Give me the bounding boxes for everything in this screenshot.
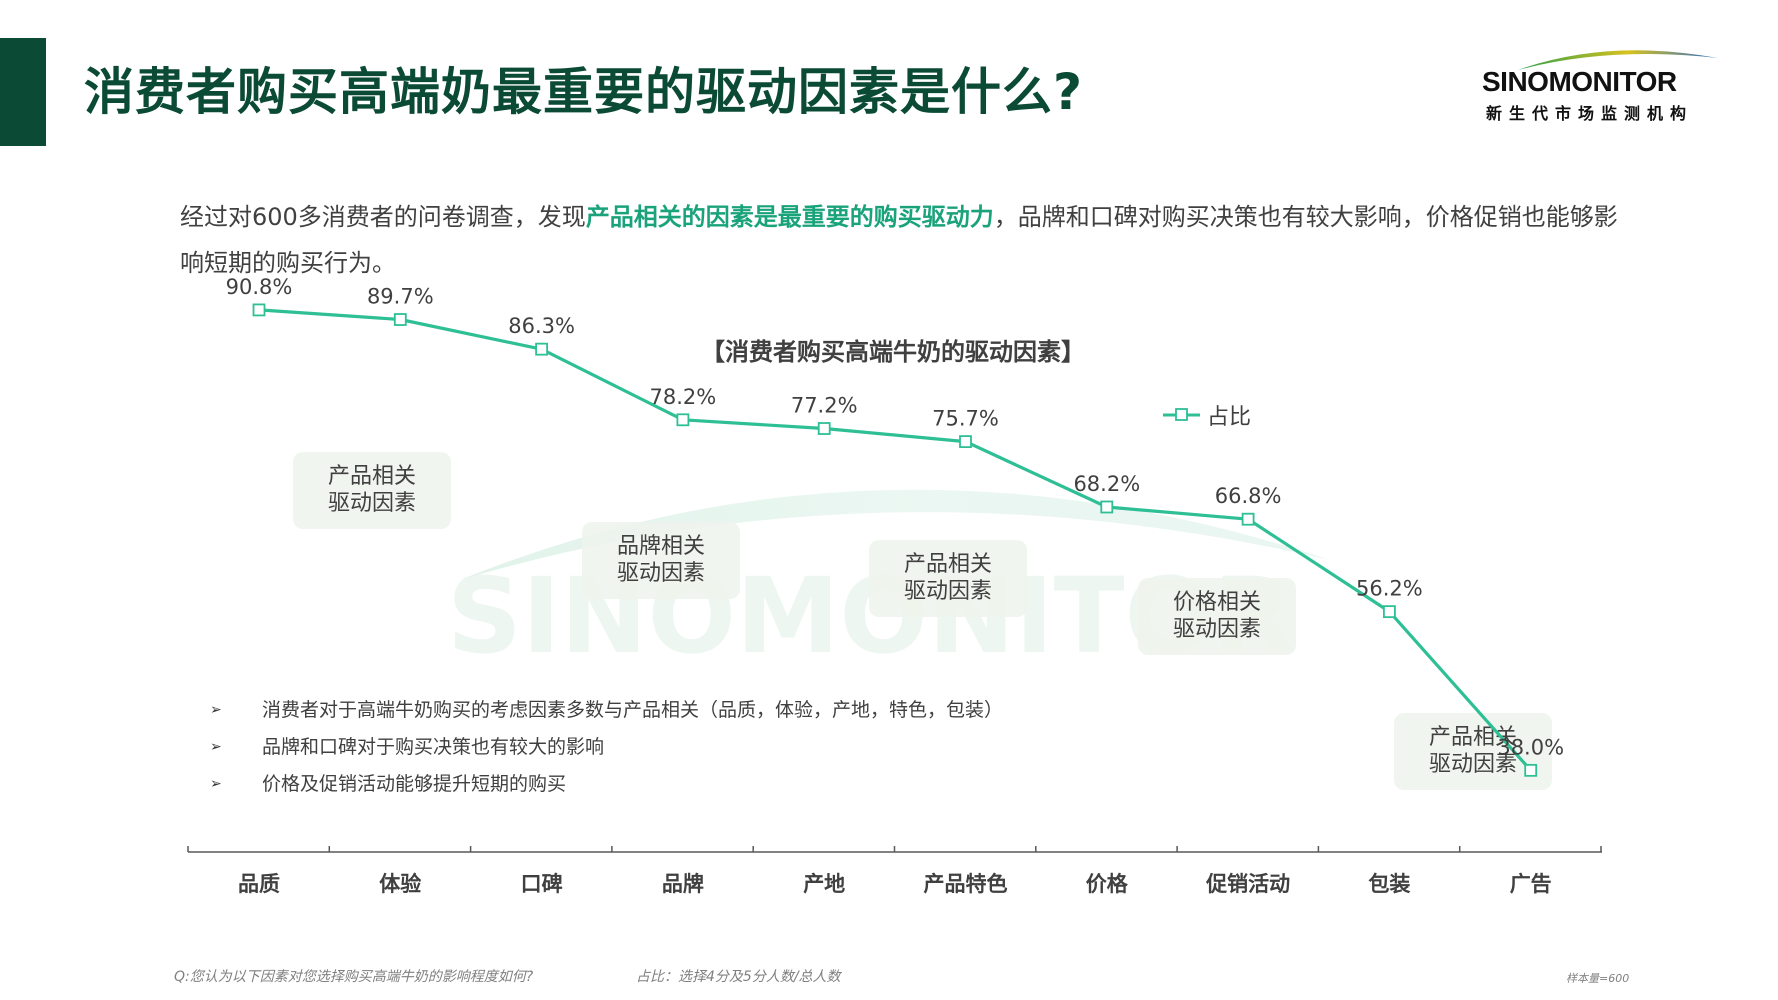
data-point-8	[1241, 512, 1255, 526]
company-logo: SINOMONITOR 新生代市场监测机构	[1478, 44, 1730, 124]
x-tick-label-1: 品质	[238, 872, 280, 896]
data-label-2: 89.7%	[367, 285, 434, 309]
footnote-sample-size: 样本量=600	[1566, 972, 1630, 985]
arrow-bullet-icon: ➢	[210, 739, 222, 755]
finding-text: 消费者对于高端牛奶购买的考虑因素多数与产品相关（品质，体验，产地，特色，包装）	[262, 699, 1004, 721]
callout-text: 驱动因素	[904, 579, 992, 604]
data-label-9: 56.2%	[1356, 577, 1423, 601]
callout-text: 产品相关	[328, 464, 416, 489]
x-tick-label-5: 产地	[803, 872, 845, 896]
data-label-1: 90.8%	[226, 275, 293, 299]
data-label-5: 77.2%	[791, 394, 858, 418]
data-label-4: 78.2%	[650, 385, 717, 409]
x-tick-label-10: 广告	[1510, 872, 1552, 896]
x-tick-label-4: 品牌	[662, 872, 704, 896]
finding-text: 品牌和口碑对于购买决策也有较大的影响	[262, 736, 605, 758]
callout-text: 品牌相关	[617, 534, 705, 559]
data-point-9	[1383, 605, 1396, 619]
x-tick-label-6: 产品特色	[924, 872, 1008, 896]
data-label-10: 38.0%	[1497, 735, 1564, 759]
callout-text: 产品相关	[904, 552, 992, 577]
intro-paragraph: 经过对600多消费者的问卷调查，发现产品相关的因素是最重要的购买驱动力，品牌和口…	[180, 194, 1630, 286]
x-tick-label-8: 促销活动	[1205, 872, 1290, 896]
callout-text: 驱动因素	[1173, 617, 1261, 642]
data-label-7: 68.2%	[1073, 472, 1140, 496]
intro-highlight: 产品相关的因素是最重要的购买驱动力	[585, 203, 994, 231]
data-point-4	[676, 413, 690, 427]
data-point-2	[393, 313, 407, 326]
callout-background	[582, 522, 740, 599]
logo-wordmark: SINOMONITOR	[1482, 66, 1677, 97]
footnote-definition: 占比：选择4分及5分人数/总人数	[636, 969, 841, 985]
callout-text: 驱动因素	[328, 491, 416, 516]
series-line	[257, 308, 1533, 772]
intro-text-end: ，品牌和口碑对购买决策也有较大影响，价格促销也能够影响短期的购买行为。	[180, 203, 1618, 277]
callout-background	[1394, 713, 1552, 790]
legend-label: 占比	[1207, 405, 1251, 430]
data-point-7	[1100, 500, 1114, 514]
legend-marker	[1175, 408, 1188, 421]
data-point-5	[817, 422, 831, 435]
data-label-6: 75.7%	[932, 407, 999, 431]
chart-title: 【消费者购买高端牛奶的驱动因素】	[701, 338, 1085, 366]
finding-text: 价格及促销活动能够提升短期的购买	[262, 773, 567, 795]
callout-text: 驱动因素	[1429, 752, 1517, 777]
arrow-bullet-icon: ➢	[210, 776, 222, 792]
data-point-10	[1524, 763, 1538, 777]
footnote-question: Q:您认为以下因素对您选择购买高端牛奶的影响程度如何?	[174, 969, 534, 985]
x-tick-label-2: 体验	[379, 872, 421, 896]
title-accent-bar	[0, 38, 46, 146]
callout-background	[293, 452, 451, 529]
logo-tagline: 新生代市场监测机构	[1486, 104, 1694, 123]
callout-background	[869, 540, 1027, 617]
data-point-1	[252, 303, 266, 317]
x-tick-label-3: 口碑	[521, 872, 563, 896]
data-point-6	[959, 435, 972, 448]
arrow-bullet-icon: ➢	[210, 702, 222, 718]
callout-text: 价格相关	[1173, 590, 1261, 615]
data-label-3: 86.3%	[508, 314, 575, 338]
x-tick-label-9: 包装	[1368, 872, 1410, 896]
page-title: 消费者购买高端奶最重要的驱动因素是什么?	[84, 63, 1084, 121]
callout-background	[1138, 578, 1296, 655]
chart-legend: 占比	[1163, 405, 1251, 430]
intro-text-start: 经过对600多消费者的问卷调查，发现	[180, 203, 586, 231]
data-point-3	[535, 342, 548, 356]
callout-text: 驱动因素	[617, 561, 705, 586]
data-label-8: 66.8%	[1215, 484, 1282, 508]
x-tick-label-7: 价格	[1086, 872, 1129, 896]
